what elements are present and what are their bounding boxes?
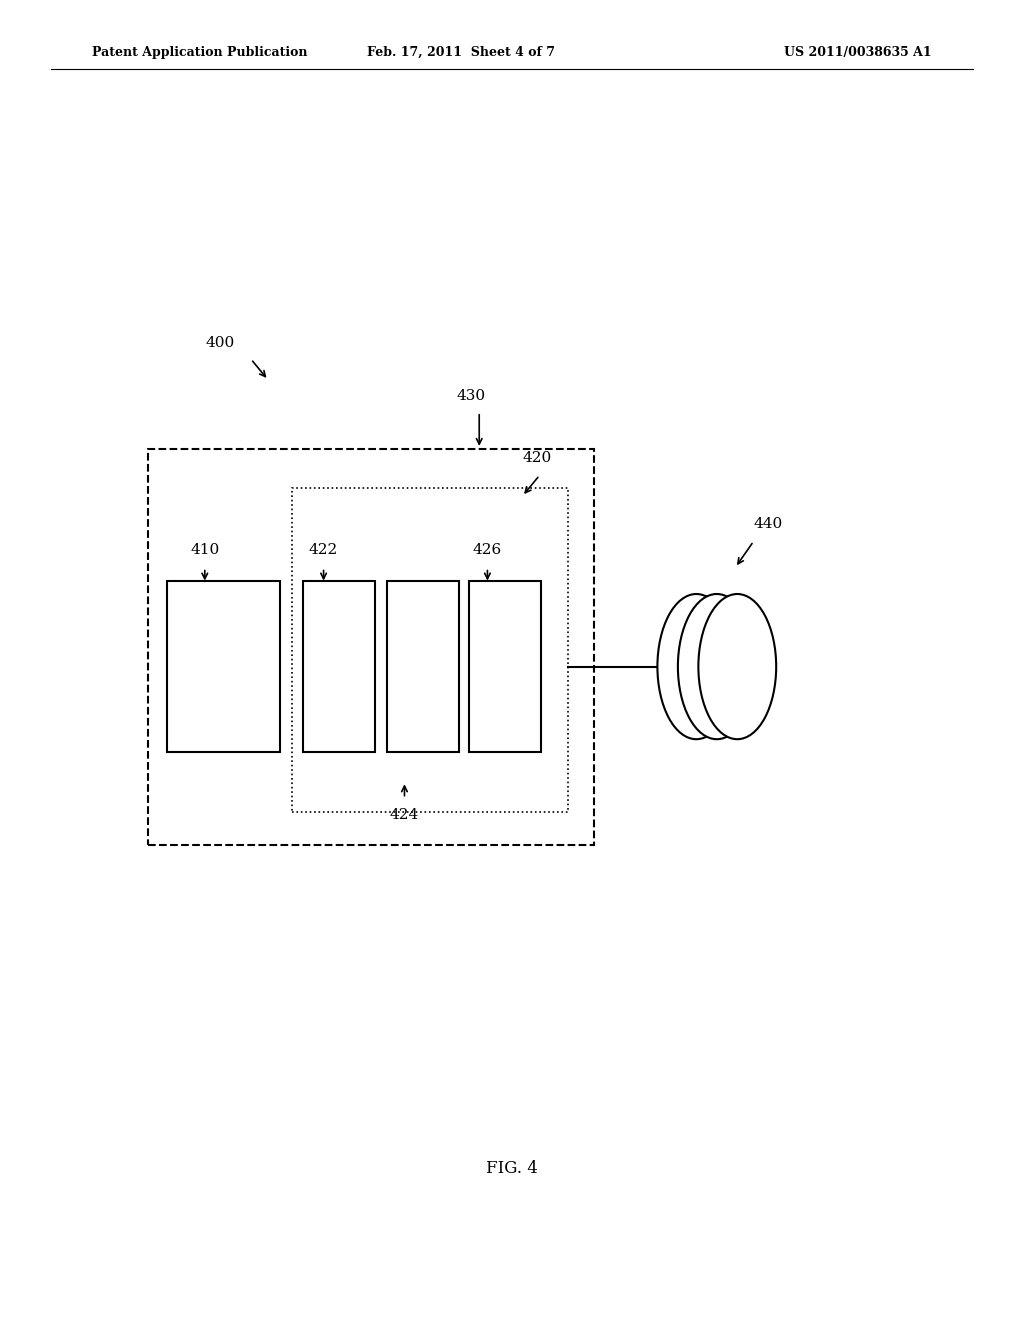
Bar: [303, 581, 375, 752]
Text: 424: 424: [390, 808, 419, 822]
Text: 410: 410: [190, 543, 219, 557]
Text: 420: 420: [523, 450, 552, 465]
Ellipse shape: [678, 594, 756, 739]
Text: Feb. 17, 2011  Sheet 4 of 7: Feb. 17, 2011 Sheet 4 of 7: [367, 46, 555, 59]
Text: 422: 422: [309, 543, 338, 557]
Text: FIG. 4: FIG. 4: [486, 1160, 538, 1176]
Ellipse shape: [698, 594, 776, 739]
Bar: [167, 581, 280, 752]
Text: US 2011/0038635 A1: US 2011/0038635 A1: [784, 46, 932, 59]
Text: Patent Application Publication: Patent Application Publication: [92, 46, 307, 59]
Text: 400: 400: [206, 335, 234, 350]
Bar: [469, 581, 541, 752]
Ellipse shape: [657, 594, 735, 739]
Text: 426: 426: [473, 543, 502, 557]
Bar: [387, 581, 459, 752]
Text: 440: 440: [754, 516, 782, 531]
Text: 430: 430: [457, 388, 485, 403]
